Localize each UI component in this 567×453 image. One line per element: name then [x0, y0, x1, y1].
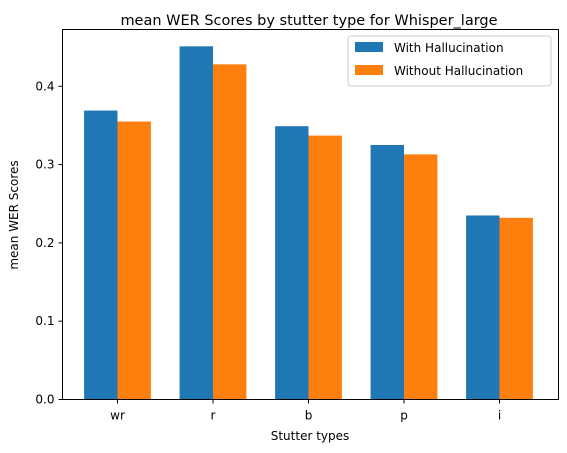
- bar-wr-without-hallucination: [117, 121, 151, 400]
- bar-p-with-hallucination: [370, 145, 404, 400]
- plot-area: [62, 29, 559, 400]
- x-tick-label: i: [498, 409, 501, 423]
- y-axis-ticks: 0.0 0.1 0.2 0.3 0.4: [35, 79, 63, 407]
- y-tick-label: 0.1: [35, 314, 54, 328]
- legend-box: [347, 35, 552, 87]
- x-tick-label: b: [305, 409, 313, 423]
- legend-label-without-hallucination: Without Hallucination: [394, 64, 523, 78]
- x-axis-label: Stutter types: [271, 429, 350, 443]
- bar-b-with-hallucination: [275, 126, 309, 400]
- y-tick-label: 0.0: [35, 393, 54, 407]
- x-axis-ticks: wr r b p i: [110, 399, 501, 423]
- bar-r-with-hallucination: [179, 46, 213, 400]
- legend-label-with-hallucination: With Hallucination: [394, 41, 504, 55]
- chart-title: mean WER Scores by stutter type for Whis…: [120, 13, 497, 29]
- legend-swatch-without-hallucination: [355, 65, 383, 75]
- x-tick-label: p: [400, 409, 408, 423]
- x-tick-label: wr: [110, 409, 125, 423]
- y-tick-label: 0.2: [35, 236, 54, 250]
- bar-p-without-hallucination: [404, 154, 438, 400]
- bars-layer: [84, 46, 533, 400]
- bar-wr-with-hallucination: [84, 110, 118, 400]
- y-axis-label: mean WER Scores: [7, 160, 21, 269]
- bar-i-without-hallucination: [499, 217, 533, 400]
- y-tick-label: 0.3: [35, 158, 54, 172]
- plot-frame: [62, 29, 559, 400]
- bar-r-without-hallucination: [213, 64, 247, 400]
- x-tick-label: r: [211, 409, 216, 423]
- legend-swatch-with-hallucination: [355, 42, 383, 52]
- bar-i-with-hallucination: [466, 215, 500, 400]
- y-tick-label: 0.4: [35, 79, 54, 93]
- bar-b-without-hallucination: [308, 135, 342, 400]
- legend: With Hallucination Without Hallucination: [347, 35, 552, 87]
